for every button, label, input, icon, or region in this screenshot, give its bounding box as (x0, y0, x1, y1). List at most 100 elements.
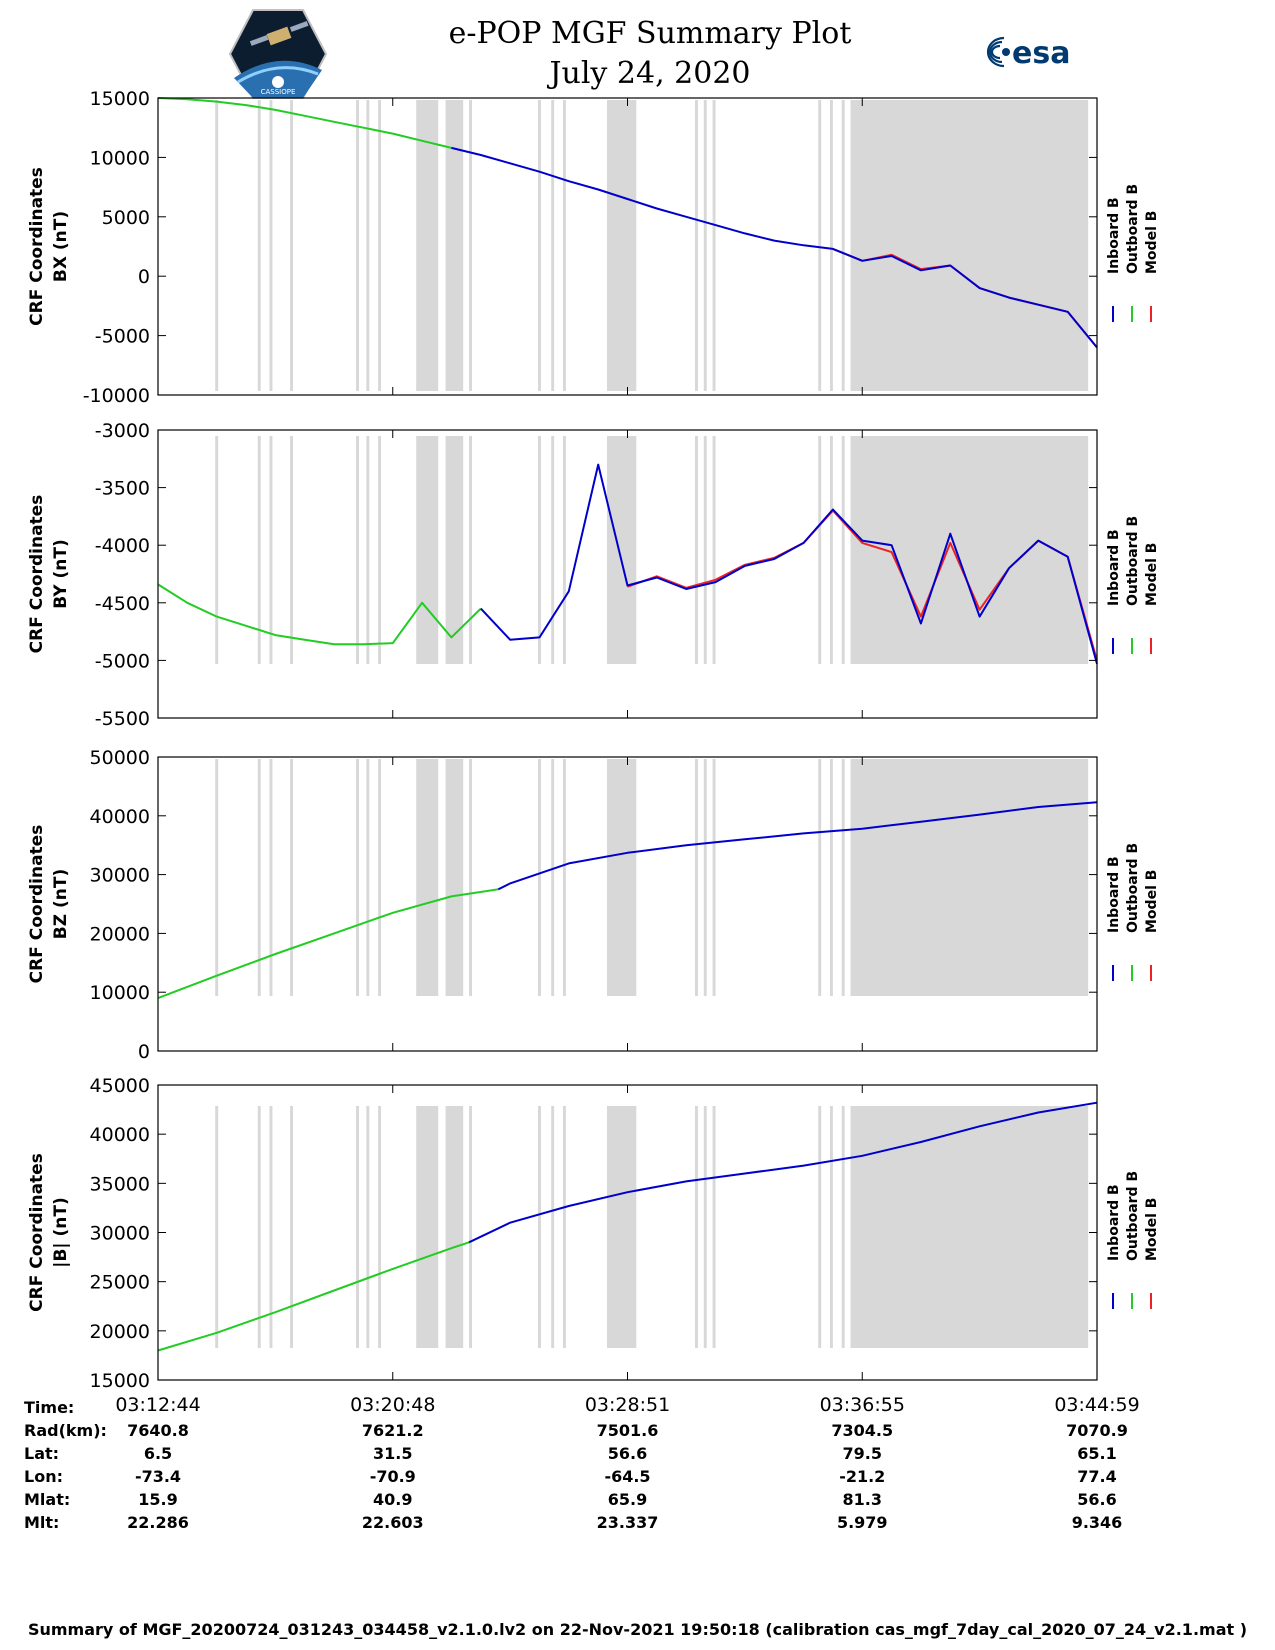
data-gap-band (378, 100, 382, 391)
info-row-value: 56.6 (1077, 1490, 1117, 1509)
legend-label-inboard: Inboard B (1106, 856, 1122, 933)
data-gap-band (538, 759, 541, 996)
legend-label-inboard: Inboard B (1106, 1184, 1122, 1261)
data-gap-band (829, 759, 833, 996)
info-row-value: 81.3 (842, 1490, 882, 1509)
data-gap-band (469, 100, 472, 391)
data-gap-band (562, 1106, 566, 1348)
data-gap-band (712, 436, 716, 664)
info-row-value: 7070.9 (1066, 1421, 1128, 1440)
data-gap-band (841, 759, 845, 996)
data-gap-band (445, 100, 464, 391)
info-row-value: 5.979 (836, 1513, 888, 1532)
y-axis-label-line2: BZ (nT) (51, 869, 71, 939)
legend-label-inboard: Inboard B (1106, 529, 1122, 606)
footer-caption: Summary of MGF_20200724_031243_034458_v2… (27, 1620, 1248, 1639)
info-row-label: Mlt: (24, 1513, 60, 1532)
data-gap-band (215, 100, 219, 391)
y-tick-label: -3000 (95, 420, 150, 442)
data-gap-band (445, 436, 464, 664)
info-row-label: Mlat: (24, 1490, 71, 1509)
data-gap-band (269, 759, 273, 996)
y-tick-label: -3500 (95, 478, 150, 500)
data-gap-band (366, 1106, 370, 1348)
data-gap-band (257, 1106, 261, 1348)
data-gap-band (818, 436, 822, 664)
data-gap-band (378, 1106, 382, 1348)
data-gap-band (606, 100, 637, 391)
y-axis-label-line2: BX (nT) (51, 211, 71, 282)
data-gap-band (551, 759, 555, 996)
series-line-inboard-b (480, 463, 1098, 665)
data-gap-band (818, 1106, 822, 1348)
info-row-value: -73.4 (134, 1467, 182, 1486)
data-gap-band (818, 759, 822, 996)
data-gap-band (356, 759, 360, 996)
info-row-value: 65.1 (1077, 1444, 1117, 1463)
data-gap-band (606, 759, 637, 996)
y-axis-label-line2: BY (nT) (51, 539, 71, 609)
cassiope-logo: CASSIOPE (228, 9, 328, 99)
legend-label-model: Model B (1144, 1198, 1160, 1261)
data-gap-band (551, 436, 555, 664)
data-gap-band (215, 436, 219, 664)
y-tick-label: 30000 (90, 1223, 150, 1245)
series-line-inboard-b (451, 146, 1098, 349)
legend-label-outboard: Outboard B (1125, 1171, 1141, 1261)
info-row: Time: (0, 1398, 1275, 1422)
data-gap-band (469, 436, 472, 664)
y-tick-label: -5000 (95, 650, 150, 672)
data-gap-band (445, 759, 464, 996)
info-row: Lon: -73.4 -70.9 -64.5 -21.2 77.4 (0, 1467, 1275, 1491)
info-row-value: -70.9 (369, 1467, 416, 1486)
data-gap-band (416, 436, 439, 664)
y-axis-label-line1: CRF Coordinates (27, 1153, 47, 1312)
data-gap-band (818, 100, 822, 391)
y-axis-label-line1: CRF Coordinates (27, 825, 47, 984)
info-row-label: Lon: (24, 1467, 63, 1486)
data-gap-band (551, 100, 555, 391)
y-tick-label: 45000 (90, 1075, 150, 1097)
y-tick-label: 30000 (90, 865, 150, 887)
series-line-outboard-b (157, 888, 499, 1000)
data-gap-band (712, 759, 716, 996)
y-axis-label-line2: |B| (nT) (51, 1197, 71, 1268)
data-gap-band (606, 436, 637, 664)
data-gap-band (366, 436, 370, 664)
data-gap-band (378, 759, 382, 996)
y-tick-label: 15000 (90, 1370, 150, 1392)
x-tick-label: 03:20:48 (350, 1394, 435, 1416)
data-gap-band (694, 1106, 698, 1348)
data-gap-band (694, 100, 698, 391)
esa-logo-text: esa (1012, 36, 1070, 71)
y-tick-label: -5500 (95, 708, 150, 730)
data-gap-band (703, 100, 707, 391)
legend-label-outboard: Outboard B (1125, 516, 1141, 606)
panel-4: 45000 40000 35000 30000 25000 20000 15000 CRF C… (27, 1075, 1160, 1392)
data-gap-band (562, 436, 566, 664)
info-row-value: 6.5 (143, 1444, 173, 1463)
data-gap-band (829, 436, 833, 664)
legend-label-model: Model B (1144, 543, 1160, 606)
panel-3: 50000 40000 30000 20000 10000 0 CRF Coordinate… (27, 747, 1160, 1063)
data-gap-band (215, 759, 219, 996)
y-tick-label: 5000 (102, 207, 150, 229)
data-gap-band (445, 1106, 464, 1348)
legend-label-outboard: Outboard B (1125, 843, 1141, 933)
data-gap-band (269, 436, 273, 664)
data-gap-band (850, 100, 1089, 391)
data-gap-band (290, 759, 293, 996)
y-axis-label-line1: CRF Coordinates (27, 167, 47, 326)
info-row-label: Time: (24, 1398, 75, 1417)
data-gap-band (416, 759, 439, 996)
y-tick-label: -5000 (95, 326, 150, 348)
y-tick-label: 10000 (90, 147, 150, 169)
y-axis-label-line1: CRF Coordinates (27, 495, 47, 654)
series-line-inboard-b (468, 1101, 1098, 1244)
data-gap-band (356, 436, 360, 664)
y-tick-label: 15000 (90, 88, 150, 110)
x-tick-label: 03:12:44 (115, 1394, 200, 1416)
data-gap-band (694, 436, 698, 664)
info-row-label: Lat: (24, 1444, 60, 1463)
series-line-inboard-b (497, 801, 1098, 891)
